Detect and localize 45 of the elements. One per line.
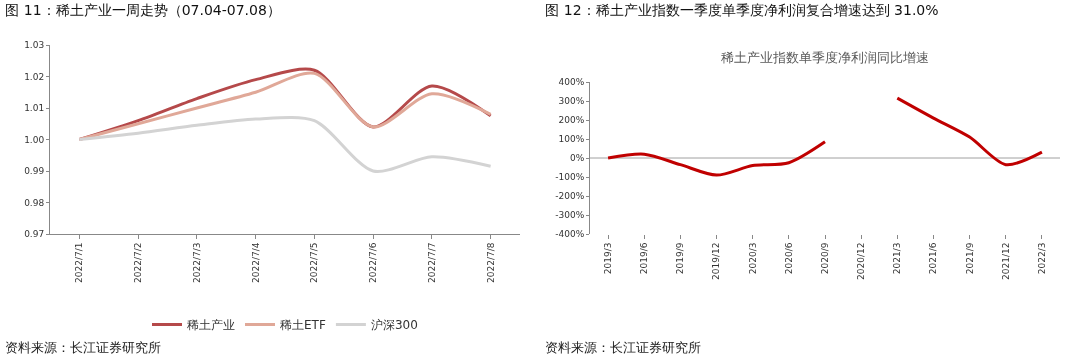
y-tick-label: 0.97 — [24, 229, 45, 240]
y-tick-label: 0.98 — [24, 197, 45, 208]
y-tick-label: -400% — [555, 229, 585, 240]
y-tick-label: 300% — [558, 96, 585, 107]
x-tick-label: 2021/3 — [892, 242, 903, 275]
chart-title: 图 11：稀土产业一周走势（07.04-07.08） — [5, 2, 281, 19]
chart-title: 图 12：稀土产业指数一季度单季度净利润复合增速达到 31.0% — [545, 2, 939, 19]
x-tick-label: 2022/7/1 — [74, 242, 85, 284]
x-tick-label: 2022/7/5 — [309, 242, 320, 284]
x-tick-label: 2021/12 — [1000, 242, 1011, 280]
x-tick-label: 2022/7/6 — [368, 242, 379, 284]
x-tick-label: 2020/3 — [747, 242, 758, 275]
y-tick-label: -100% — [555, 172, 585, 183]
y-tick-label: 1.01 — [24, 103, 45, 114]
x-tick-label: 2019/12 — [711, 242, 722, 280]
y-tick-label: 0% — [569, 153, 585, 164]
y-tick-label: 100% — [558, 134, 585, 145]
x-tick-label: 2022/3 — [1036, 242, 1047, 275]
y-tick-label: 1.00 — [24, 134, 45, 145]
y-tick-label: 400% — [558, 77, 585, 88]
y-tick-label: -200% — [555, 191, 585, 202]
legend-label: 稀土ETF — [280, 318, 326, 333]
x-tick-label: 2020/9 — [819, 242, 830, 275]
x-tick-label: 2021/6 — [928, 242, 939, 275]
chart-subtitle: 稀土产业指数单季度净利润同比增速 — [721, 50, 929, 65]
legend-label: 沪深300 — [370, 318, 418, 333]
y-tick-label: 1.03 — [24, 40, 45, 51]
text: 资料来源：长江证券研究所 — [5, 340, 161, 355]
x-tick-label: 2019/6 — [639, 242, 650, 275]
x-tick-label: 2019/9 — [675, 242, 686, 275]
x-tick-label: 2022/7/7 — [426, 242, 437, 284]
x-tick-label: 2022/7/8 — [485, 242, 496, 284]
x-tick-label: 2022/7/2 — [133, 242, 144, 284]
x-tick-label: 2022/7/4 — [250, 242, 261, 284]
x-tick-label: 2022/7/3 — [191, 242, 202, 284]
y-tick-label: 0.99 — [24, 166, 45, 177]
y-tick-label: 1.02 — [24, 71, 45, 82]
x-tick-label: 2019/3 — [603, 242, 614, 275]
y-tick-label: -300% — [555, 210, 585, 221]
legend-label: 稀土产业 — [187, 318, 235, 333]
x-tick-label: 2020/12 — [856, 242, 867, 280]
x-tick-label: 2020/6 — [783, 242, 794, 275]
y-tick-label: 200% — [558, 115, 585, 126]
x-tick-label: 2021/9 — [964, 242, 975, 275]
text: 资料来源：长江证券研究所 — [545, 340, 701, 355]
